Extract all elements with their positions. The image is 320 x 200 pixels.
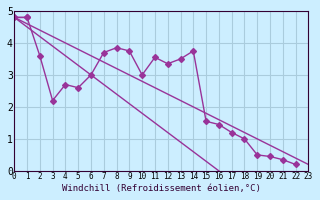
X-axis label: Windchill (Refroidissement éolien,°C): Windchill (Refroidissement éolien,°C) bbox=[62, 184, 261, 193]
